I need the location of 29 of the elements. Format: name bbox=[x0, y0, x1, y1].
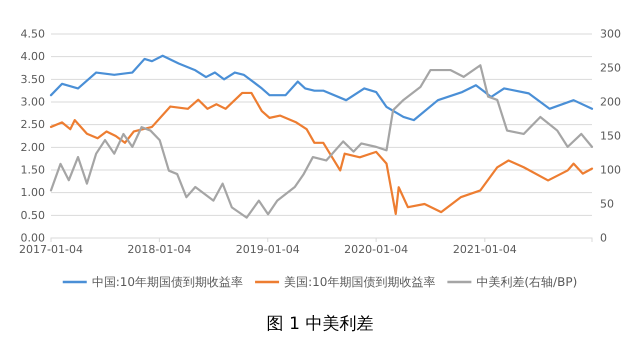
line-series bbox=[50, 64, 594, 219]
y-tick-label: 4.50 bbox=[20, 28, 45, 41]
x-tick-label: 2017-01-04 bbox=[19, 242, 83, 256]
y-tick-label: 3.50 bbox=[20, 72, 45, 86]
x-tick-label: 2018-01-04 bbox=[127, 242, 192, 256]
x-tick-label: 2020-01-04 bbox=[344, 242, 408, 256]
x-tick-label: 2019-01-04 bbox=[236, 242, 300, 256]
legend-label: 中美利差(右轴/BP) bbox=[476, 275, 578, 289]
line-series bbox=[50, 54, 594, 122]
y2-tick-label: 250 bbox=[600, 62, 621, 75]
y2-tick-label: 0 bbox=[600, 232, 607, 245]
line-series bbox=[50, 92, 594, 216]
y-tick-label: 0.00 bbox=[20, 232, 45, 245]
y2-tick-label: 200 bbox=[600, 96, 621, 109]
y-tick-label: 0.50 bbox=[20, 208, 45, 222]
y-tick-label: 4.00 bbox=[20, 50, 45, 64]
x-tick-label: 2021-01-04 bbox=[452, 242, 517, 256]
y2-tick-label: 100 bbox=[600, 164, 621, 177]
text: 图 1 中美利差 bbox=[266, 314, 374, 334]
y-tick-label: 1.50 bbox=[20, 164, 45, 177]
y-tick-label: 2.50 bbox=[20, 118, 45, 132]
y-tick-label: 1.00 bbox=[20, 186, 45, 200]
legend-label: 中国:10年期国债到期收益率 bbox=[92, 275, 244, 289]
y-tick-label: 3.00 bbox=[20, 96, 45, 109]
y2-tick-label: 50 bbox=[600, 198, 614, 211]
legend-label: 美国:10年期国债到期收益率 bbox=[284, 275, 436, 289]
y2-tick-label: 300 bbox=[600, 28, 621, 41]
y2-tick-label: 150 bbox=[600, 130, 621, 143]
y-tick-label: 2.00 bbox=[20, 140, 45, 154]
